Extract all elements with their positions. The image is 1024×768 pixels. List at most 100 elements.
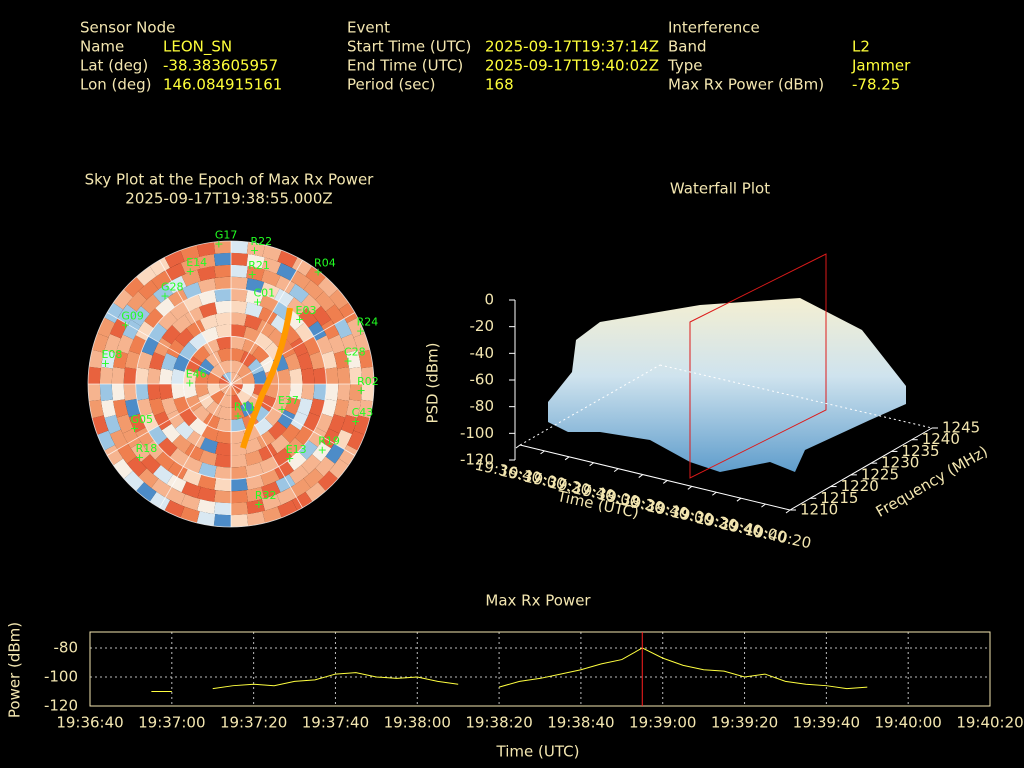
- sky-cell: [135, 367, 149, 384]
- sky-cell: [123, 384, 137, 401]
- sky-cell: [88, 384, 101, 402]
- sat-label: R11: [234, 401, 256, 414]
- sky-cell: [261, 494, 282, 511]
- sky-cell: [313, 384, 327, 401]
- sky-cell: [247, 358, 265, 375]
- sky-cell: [130, 305, 150, 327]
- sky-cell: [161, 423, 181, 443]
- sky-cell: [99, 384, 113, 402]
- sky-cell: [298, 308, 318, 328]
- sky-cell: [325, 367, 339, 384]
- z-tick-label: -80: [470, 397, 495, 415]
- sky-cell: [195, 384, 209, 398]
- group-title: Event: [347, 19, 390, 37]
- sky-cell: [294, 425, 314, 446]
- sky-cell: [231, 288, 248, 302]
- sky-cell: [261, 269, 281, 287]
- group-title: Interference: [668, 19, 760, 37]
- sat-label: R32: [255, 489, 277, 502]
- sky-cell: [197, 474, 217, 490]
- sky-cell: [210, 363, 226, 379]
- sky-cell: [321, 398, 337, 418]
- sky-cell: [231, 300, 248, 314]
- sky-cell: [173, 354, 190, 372]
- sky-cell: [284, 352, 301, 371]
- sky-cell: [123, 276, 145, 298]
- sky-cell: [284, 397, 301, 416]
- sky-cell: [175, 328, 194, 347]
- sat-label: G05: [131, 413, 154, 426]
- sky-cell: [341, 414, 358, 435]
- sky-cell: [261, 257, 282, 274]
- sky-cell: [183, 294, 203, 312]
- sky-cell: [333, 350, 349, 369]
- y-tick-label: 1220: [841, 477, 879, 495]
- sky-cell: [315, 456, 335, 477]
- sat-label: E37: [278, 394, 299, 407]
- sky-cell: [104, 333, 121, 354]
- sky-cell: [303, 412, 321, 432]
- sky-cell: [346, 399, 361, 418]
- sky-cell: [149, 257, 171, 277]
- sky-cell: [109, 429, 128, 450]
- x-axis-label: Time (UTC): [496, 743, 580, 761]
- x-tick-label: 19:37:20: [220, 714, 287, 732]
- y-tick-label: 1225: [861, 465, 899, 483]
- sky-cell: [195, 370, 209, 384]
- sky-cell: [244, 437, 263, 454]
- sky-cell: [244, 450, 263, 466]
- sky-cell: [184, 443, 204, 462]
- y-tick-label: -80: [54, 638, 79, 656]
- sky-cell: [157, 310, 178, 331]
- sat-marker: +: [295, 313, 304, 326]
- sat-label: G09: [121, 309, 144, 322]
- sky-cell: [358, 399, 373, 419]
- sky-cell: [148, 425, 168, 446]
- sat-marker: +: [254, 498, 263, 511]
- sky-cell: [130, 441, 150, 463]
- sky-cell: [277, 250, 298, 268]
- sky-cell: [214, 276, 231, 290]
- sky-cell: [261, 481, 281, 499]
- sky-cell: [321, 350, 337, 370]
- sky-cell: [89, 349, 104, 369]
- sky-cell: [231, 502, 249, 516]
- sky-grid: [87, 240, 375, 528]
- sky-cell: [199, 314, 218, 331]
- sky-cell: [231, 394, 243, 408]
- sky-cell: [219, 360, 231, 374]
- sky-cell: [308, 427, 327, 448]
- sky-cell: [308, 320, 327, 341]
- waterfall-title: Waterfall Plot: [670, 180, 770, 198]
- sky-cell: [161, 325, 181, 345]
- sky-cell: [321, 428, 340, 449]
- sky-cell: [231, 241, 249, 254]
- sky-cell: [219, 394, 231, 408]
- sky-cell: [353, 415, 370, 435]
- sky-cell: [201, 425, 219, 442]
- sky-cell: [137, 351, 153, 370]
- sky-cell: [159, 384, 173, 400]
- sky-cell: [147, 384, 161, 401]
- y-axis: [789, 427, 933, 511]
- x-tick-label: 19:39:00: [629, 714, 696, 732]
- sky-cell: [213, 252, 231, 266]
- sky-cell: [97, 430, 115, 451]
- sky-cell: [337, 367, 351, 384]
- sky-cell: [111, 384, 125, 401]
- sky-cell: [140, 454, 161, 475]
- sat-label: E46: [186, 367, 207, 380]
- sky-cell: [262, 506, 282, 523]
- sky-cell: [287, 297, 307, 317]
- sat-marker: +: [160, 289, 169, 302]
- sky-cell: [186, 430, 206, 449]
- sky-cell: [144, 440, 164, 460]
- sky-cell: [215, 442, 231, 456]
- sky-cell: [207, 372, 221, 384]
- chart-title: Max Rx Power: [485, 592, 591, 610]
- sky-cell: [184, 306, 204, 325]
- field-label: Lat (deg): [80, 57, 148, 75]
- sky-cell: [199, 302, 218, 318]
- sky-cell: [240, 400, 257, 418]
- sky-cell: [329, 458, 349, 479]
